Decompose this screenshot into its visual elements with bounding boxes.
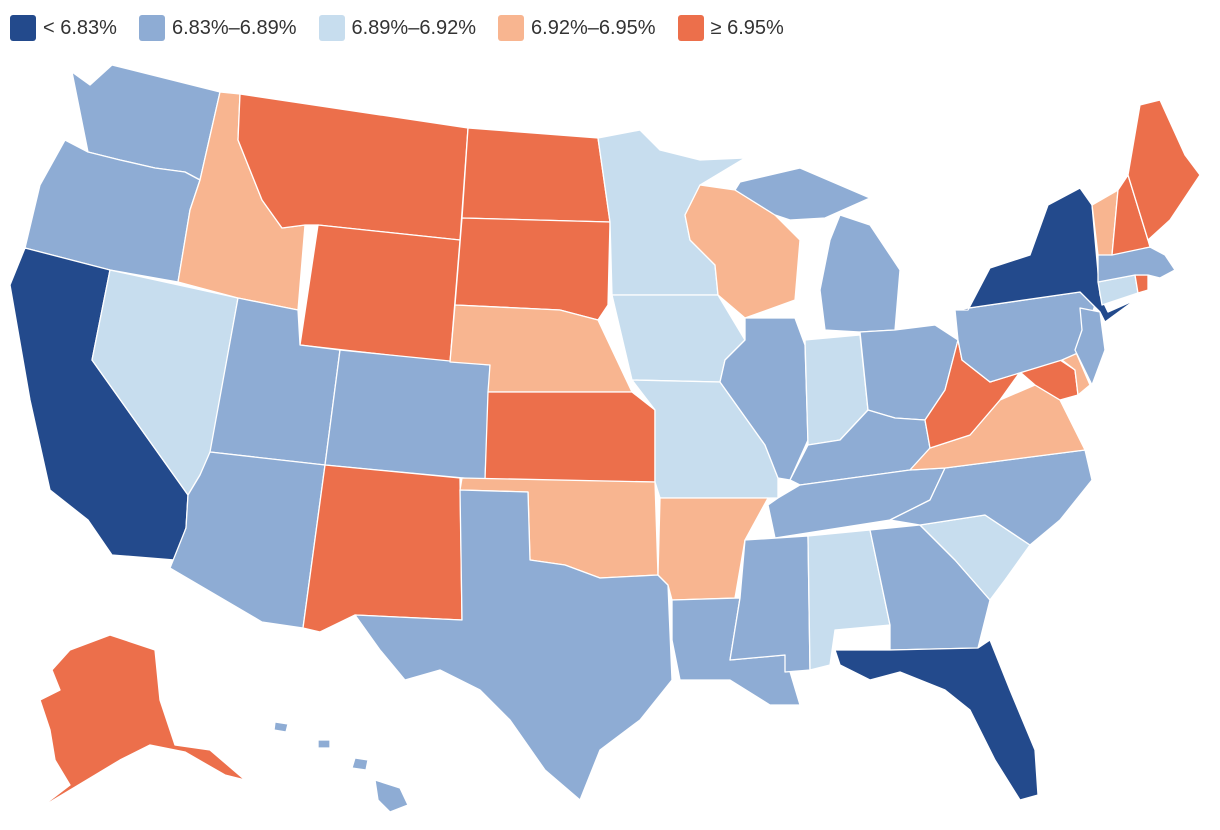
state-maine[interactable] [1127,99,1201,241]
state-florida[interactable] [834,639,1039,801]
legend-item: 6.92%–6.95% [498,15,656,41]
state-illinois[interactable] [719,317,809,481]
state-alaska[interactable] [39,634,246,809]
legend-swatch [10,15,36,41]
legend-item: 6.83%–6.89% [138,15,297,41]
legend-item: < 6.83% [10,15,117,41]
legend-swatch [498,15,525,41]
legend-label: ≥ 6.95% [710,16,784,39]
legend-swatch [318,15,345,41]
state-colorado[interactable] [324,349,491,481]
state-new-hampshire[interactable] [1111,174,1151,256]
legend-label: 6.89%–6.92% [351,16,477,39]
state-maryland[interactable] [989,359,1079,401]
legend-label: < 6.83% [43,16,117,39]
legend-swatch [677,15,704,41]
state-south-dakota[interactable] [454,217,611,321]
state-hawaii[interactable] [273,721,409,813]
state-wyoming[interactable] [299,224,461,363]
state-rhode-island[interactable] [1134,274,1149,294]
legend-label: 6.92%–6.95% [531,16,656,39]
state-new-mexico[interactable] [302,464,463,633]
state-massachusetts[interactable] [1097,246,1176,283]
legend: < 6.83% 6.83%–6.89% 6.89%–6.92% 6.92%–6.… [10,12,784,44]
state-north-dakota[interactable] [461,127,611,223]
legend-label: 6.83%–6.89% [171,16,297,39]
state-kansas[interactable] [484,391,656,483]
legend-item: 6.89%–6.92% [318,15,477,41]
state-texas[interactable] [354,489,673,801]
legend-swatch [138,15,165,41]
legend-item: ≥ 6.95% [677,15,784,41]
